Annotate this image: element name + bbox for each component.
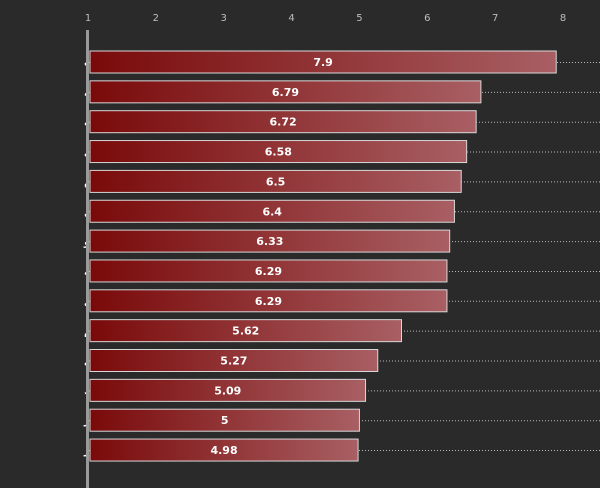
bar-value-label: 7.9	[313, 56, 333, 69]
y-axis-line	[86, 30, 89, 488]
category-label: محمد شوقي	[84, 355, 152, 368]
bar-value-label: 5.09	[214, 384, 241, 397]
category-label: رامي ربيعة	[84, 265, 144, 278]
category-label: سيد معوض	[84, 175, 144, 188]
bar-value-label: 6.33	[256, 235, 283, 248]
category-label: حسام عاشور	[83, 414, 155, 427]
x-tick-label: 6	[424, 13, 430, 24]
category-label: شريف عبد الفضيل	[84, 205, 186, 218]
bars	[89, 50, 557, 462]
bar-value-label: 6.5	[266, 175, 286, 188]
bar-value-label: 6.72	[270, 116, 297, 129]
bar	[89, 438, 359, 462]
category-label: دومينيك	[84, 384, 127, 397]
x-tick-label: 3	[221, 13, 227, 24]
category-label: أبو تريكة	[84, 85, 131, 99]
bar	[89, 140, 468, 164]
bar	[89, 80, 482, 104]
bar	[89, 110, 477, 134]
bar-value-label: 5	[221, 414, 229, 427]
bar-value-label: 5.62	[232, 325, 259, 338]
bar-value-label: 6.79	[272, 86, 299, 99]
bar-value-label: 4.98	[210, 444, 237, 457]
category-label: وائل جمعة	[84, 116, 141, 129]
bar	[89, 259, 448, 283]
bar	[89, 378, 367, 402]
bar-value-label: 6.29	[255, 295, 282, 308]
x-tick-label: 4	[288, 13, 294, 24]
value-labels: 7.9 6.79 6.72 6.58 6.5 6.4 6.33 6.29 6.29 5.62 5.2…	[210, 56, 332, 457]
bar-value-label: 6.58	[265, 146, 292, 159]
x-tick-label: 2	[153, 13, 159, 24]
category-label: عماد متعب	[84, 56, 142, 69]
x-tick-label: 1	[85, 13, 91, 24]
bar-value-label: 5.27	[220, 355, 247, 368]
bar	[89, 169, 462, 193]
category-labels: عماد متعب أبو تريكة وائل جمعة أحمد فتحي سيد …	[83, 56, 201, 457]
bar-value-label: 6.29	[255, 265, 282, 278]
x-axis-ticks: 1 2 3 4 5 6 7 8	[85, 13, 566, 24]
bar	[89, 199, 455, 223]
x-tick-label: 7	[492, 13, 498, 24]
bar	[89, 349, 379, 372]
x-tick-label: 8	[560, 13, 566, 24]
category-label: أحمد عادل عبد المنعم	[84, 324, 201, 338]
category-label: أحمد فتحي	[84, 145, 144, 159]
bar	[89, 289, 448, 313]
bar-value-label: 6.4	[262, 205, 282, 218]
x-tick-label: 5	[356, 13, 362, 24]
bar	[89, 229, 451, 253]
bar	[89, 50, 557, 74]
bar	[89, 319, 402, 343]
bar	[89, 408, 360, 432]
category-label: فابيو جونيور	[83, 444, 151, 457]
category-label: حسام غالي	[84, 295, 146, 308]
category-label: جدو	[83, 235, 105, 248]
